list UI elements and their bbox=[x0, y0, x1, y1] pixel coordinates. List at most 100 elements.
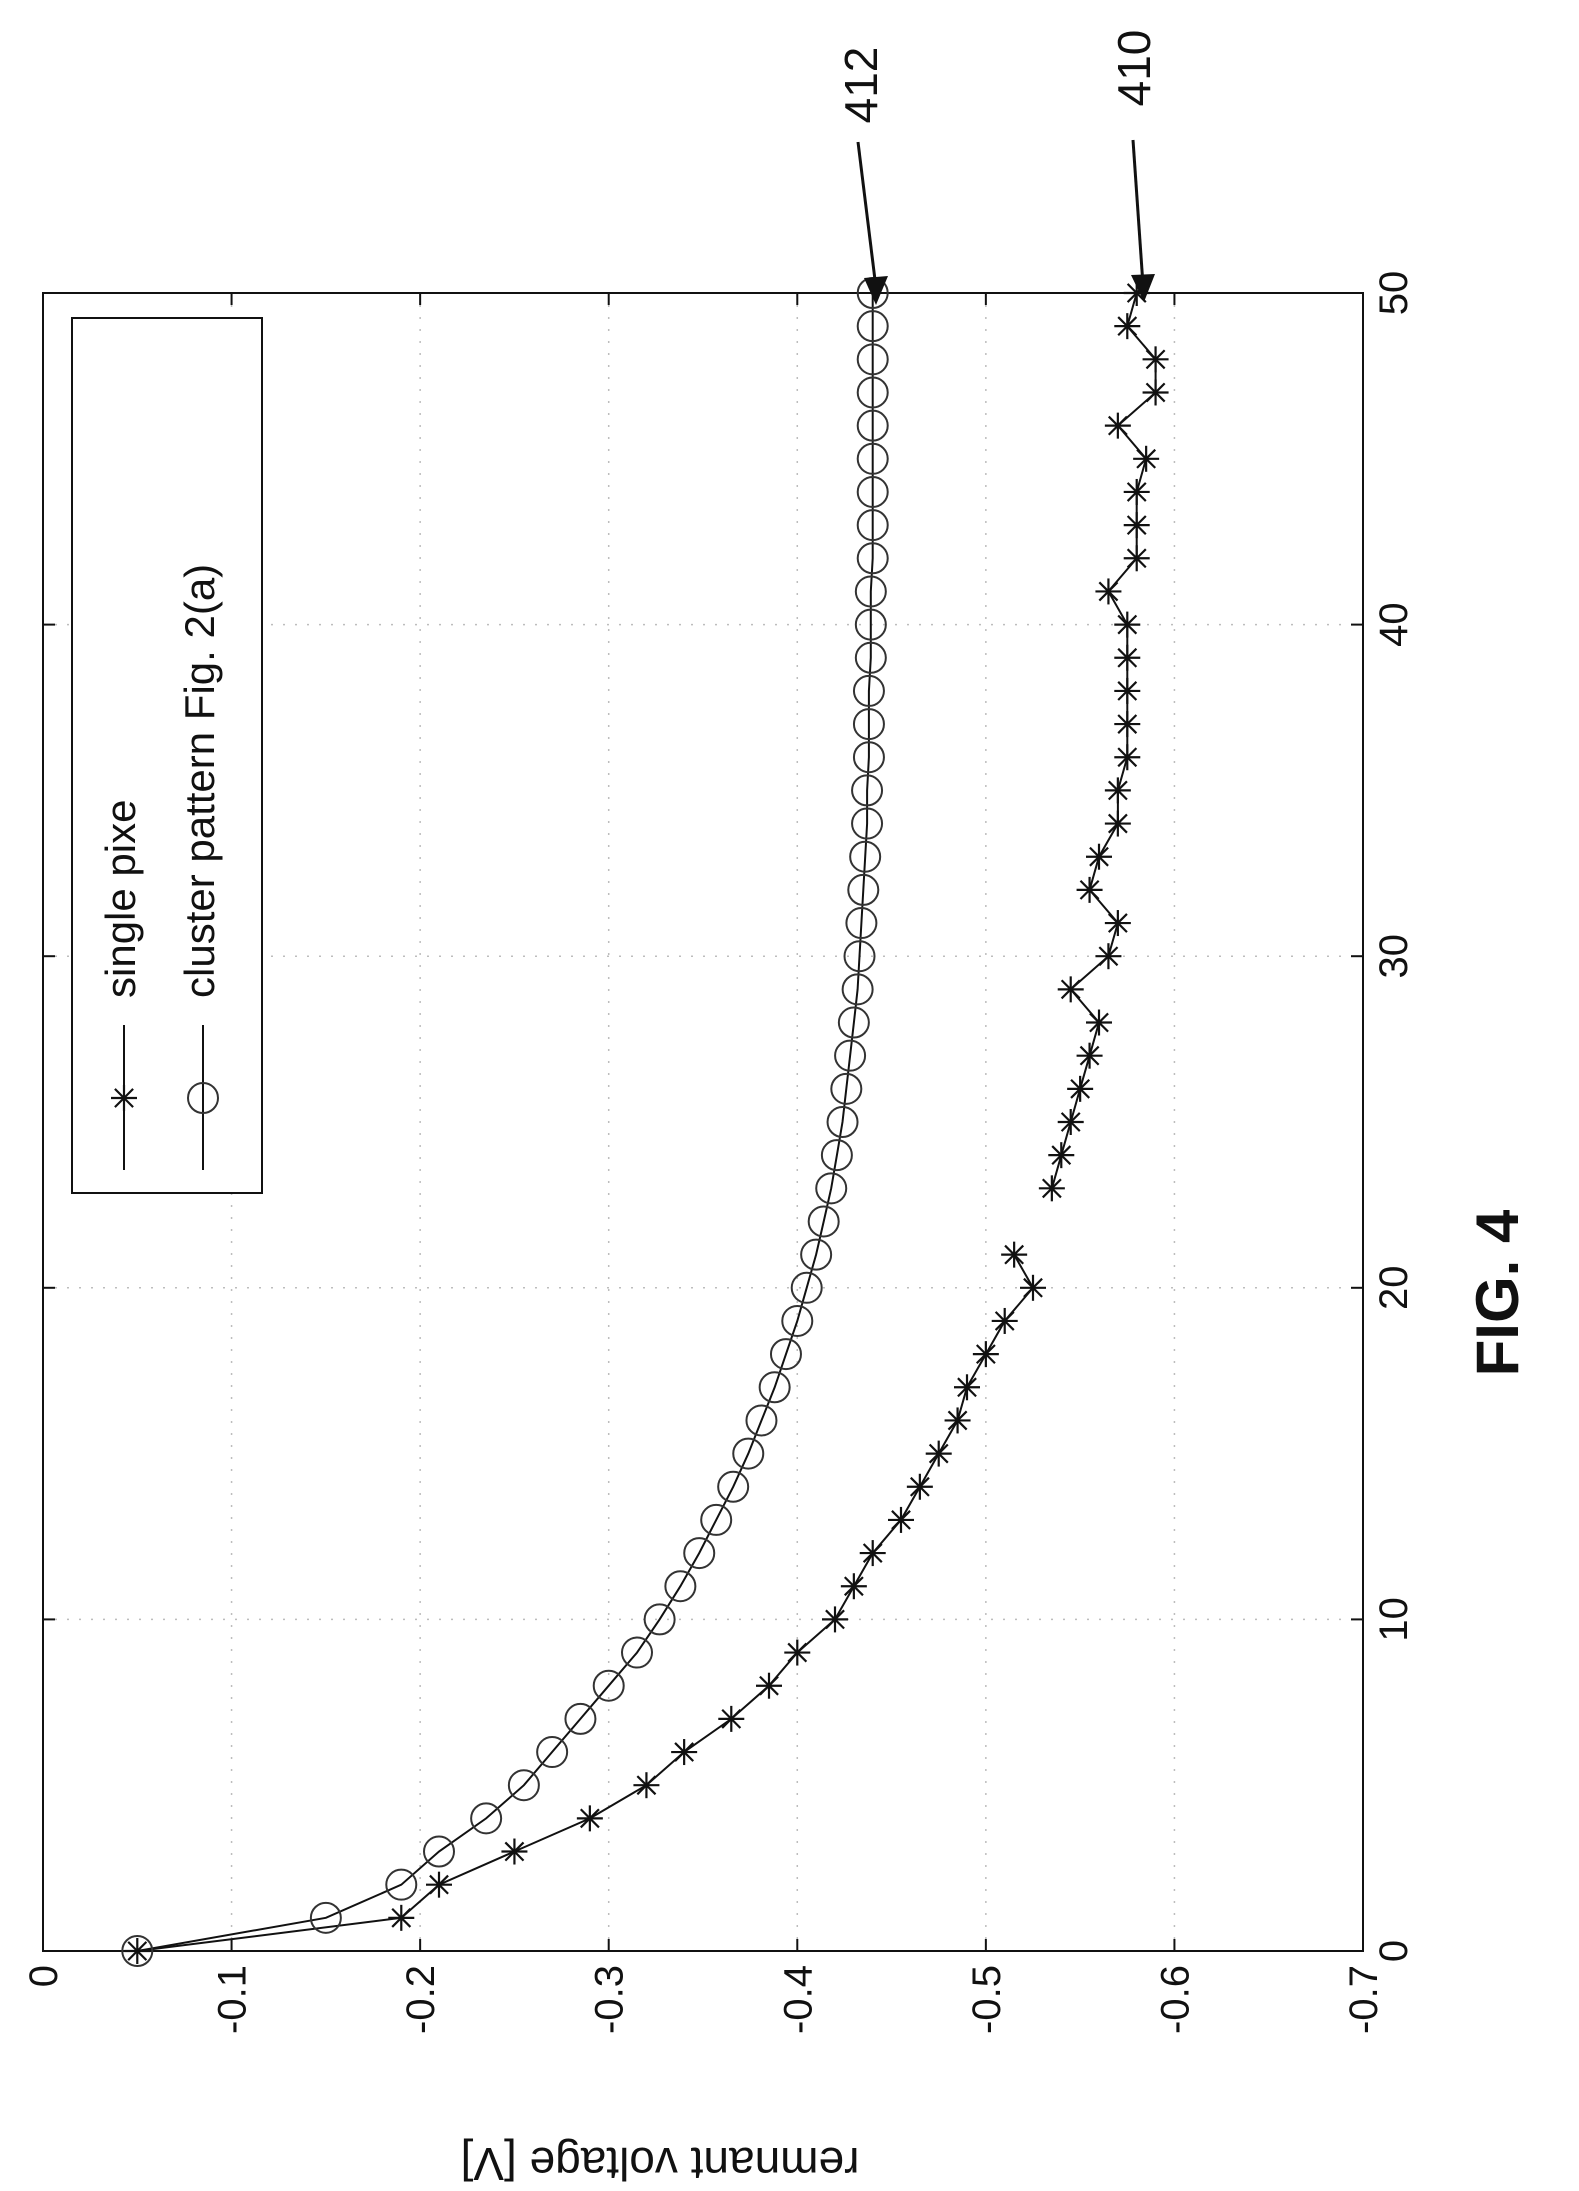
data-point-single-pixel bbox=[1048, 1142, 1075, 1169]
data-point-cluster-pattern bbox=[854, 608, 887, 641]
data-point-single-pixel bbox=[925, 1440, 952, 1467]
x-tick-label: 0 bbox=[1372, 1940, 1416, 1962]
data-point-single-pixel bbox=[1067, 1075, 1094, 1102]
data-point-single-pixel bbox=[1076, 876, 1103, 903]
data-point-cluster-pattern bbox=[856, 310, 889, 343]
data-point-cluster-pattern bbox=[790, 1271, 823, 1304]
data-point-cluster-pattern bbox=[470, 1802, 503, 1835]
data-point-single-pixel bbox=[954, 1374, 980, 1401]
y-tick-label: -0.1 bbox=[211, 1965, 255, 2034]
x-tick-label: 50 bbox=[1372, 271, 1416, 316]
data-point-single-pixel bbox=[1114, 744, 1141, 771]
ref-arrow-412 bbox=[856, 141, 878, 289]
data-point-cluster-pattern bbox=[826, 1106, 859, 1138]
legend: single pixe cluster pattern Fig. 2(a) bbox=[71, 317, 263, 1194]
data-point-single-pixel bbox=[1114, 611, 1141, 638]
y-tick-label: -0.7 bbox=[1342, 1965, 1386, 2034]
data-point-cluster-pattern bbox=[847, 873, 880, 906]
x-tick-label: 20 bbox=[1372, 1266, 1416, 1311]
legend-label-single-pixel: single pixe bbox=[97, 800, 144, 998]
x-tick-label: 40 bbox=[1372, 602, 1416, 647]
legend-box bbox=[71, 317, 263, 1194]
data-point-cluster-pattern bbox=[820, 1139, 853, 1172]
data-point-single-pixel bbox=[1104, 910, 1131, 937]
data-point-single-pixel bbox=[1020, 1274, 1046, 1301]
legend-sample-single-pixel bbox=[111, 1025, 137, 1170]
figure-label: FIG. 4 bbox=[1464, 1209, 1531, 1376]
data-point-single-pixel bbox=[840, 1573, 867, 1600]
data-point-cluster-pattern bbox=[845, 907, 878, 940]
data-point-single-pixel bbox=[671, 1739, 698, 1766]
data-point-single-pixel bbox=[991, 1307, 1018, 1334]
y-tick-label: -0.5 bbox=[965, 1965, 1009, 2034]
data-point-cluster-pattern bbox=[717, 1470, 750, 1503]
data-point-single-pixel bbox=[1104, 810, 1131, 837]
series-layer bbox=[121, 277, 1169, 1967]
data-point-cluster-pattern bbox=[852, 741, 885, 774]
data-point-cluster-pattern bbox=[856, 376, 889, 409]
data-point-cluster-pattern bbox=[852, 674, 885, 707]
data-point-single-pixel bbox=[944, 1407, 971, 1434]
data-point-single-pixel bbox=[576, 1805, 603, 1832]
data-point-single-pixel bbox=[633, 1772, 660, 1799]
data-point-single-pixel bbox=[1104, 777, 1131, 804]
data-point-cluster-pattern bbox=[807, 1205, 840, 1238]
data-point-cluster-pattern bbox=[769, 1338, 802, 1371]
grid-layer bbox=[43, 293, 1363, 1951]
data-point-single-pixel bbox=[1123, 545, 1150, 572]
data-point-cluster-pattern bbox=[621, 1636, 653, 1669]
data-point-cluster-pattern bbox=[856, 509, 889, 542]
data-point-single-pixel bbox=[906, 1473, 933, 1500]
ref-callout-412: 412 bbox=[835, 47, 888, 305]
data-point-cluster-pattern bbox=[643, 1603, 676, 1636]
data-point-cluster-pattern bbox=[834, 1039, 867, 1072]
data-point-single-pixel bbox=[822, 1606, 848, 1633]
data-point-cluster-pattern bbox=[800, 1238, 833, 1271]
data-point-cluster-pattern bbox=[815, 1172, 848, 1205]
data-point-single-pixel bbox=[784, 1639, 811, 1666]
data-point-single-pixel bbox=[1114, 677, 1141, 704]
plot-frame bbox=[42, 292, 1364, 1952]
tick-layer: 0 10 20 30 40 50 0 -0.1 -0.2 -0.3 -0.4 -0.5 -0.6 -0.7 bbox=[22, 271, 1416, 2034]
data-point-cluster-pattern bbox=[758, 1371, 791, 1404]
legend-marker-star bbox=[111, 1085, 137, 1111]
data-point-single-pixel bbox=[1114, 313, 1141, 340]
x-tick-label: 30 bbox=[1372, 934, 1416, 979]
data-point-single-pixel bbox=[1086, 1009, 1112, 1036]
data-point-single-pixel bbox=[1095, 578, 1122, 605]
data-point-single-pixel bbox=[718, 1705, 745, 1732]
data-point-cluster-pattern bbox=[385, 1868, 418, 1901]
data-point-cluster-pattern bbox=[849, 840, 882, 873]
data-point-cluster-pattern bbox=[841, 973, 874, 1006]
data-point-cluster-pattern bbox=[852, 708, 885, 741]
data-point-single-pixel bbox=[501, 1838, 528, 1865]
data-point-cluster-pattern bbox=[781, 1304, 814, 1337]
data-point-cluster-pattern bbox=[700, 1503, 733, 1536]
data-point-single-pixel bbox=[1123, 512, 1150, 539]
ref-arrowhead-412 bbox=[864, 276, 888, 305]
data-point-single-pixel bbox=[1114, 644, 1141, 671]
legend-marker-circle bbox=[187, 1082, 219, 1114]
data-point-cluster-pattern bbox=[536, 1736, 569, 1769]
data-point-cluster-pattern bbox=[851, 807, 884, 840]
y-tick-label: 0 bbox=[22, 1965, 66, 1987]
data-point-single-pixel bbox=[859, 1540, 886, 1567]
data-point-single-pixel bbox=[1095, 943, 1122, 970]
data-point-single-pixel bbox=[1086, 843, 1112, 870]
data-point-cluster-pattern bbox=[837, 1006, 870, 1039]
ref-callout-410: 410 bbox=[1108, 30, 1160, 302]
x-tick-label: 10 bbox=[1372, 1597, 1416, 1642]
legend-sample-cluster-pattern bbox=[187, 1025, 219, 1170]
data-point-single-pixel bbox=[888, 1506, 914, 1533]
data-point-single-pixel bbox=[124, 1938, 151, 1964]
data-point-cluster-pattern bbox=[664, 1570, 697, 1603]
data-point-single-pixel bbox=[1123, 478, 1150, 505]
data-point-single-pixel bbox=[1114, 711, 1141, 738]
legend-label-cluster-pattern: cluster pattern Fig. 2(a) bbox=[176, 564, 223, 998]
data-point-single-pixel bbox=[1133, 445, 1160, 472]
data-point-cluster-pattern bbox=[309, 1901, 342, 1934]
data-point-cluster-pattern bbox=[423, 1835, 455, 1868]
ref-label-410: 410 bbox=[1108, 30, 1160, 107]
data-point-single-pixel bbox=[756, 1672, 782, 1699]
